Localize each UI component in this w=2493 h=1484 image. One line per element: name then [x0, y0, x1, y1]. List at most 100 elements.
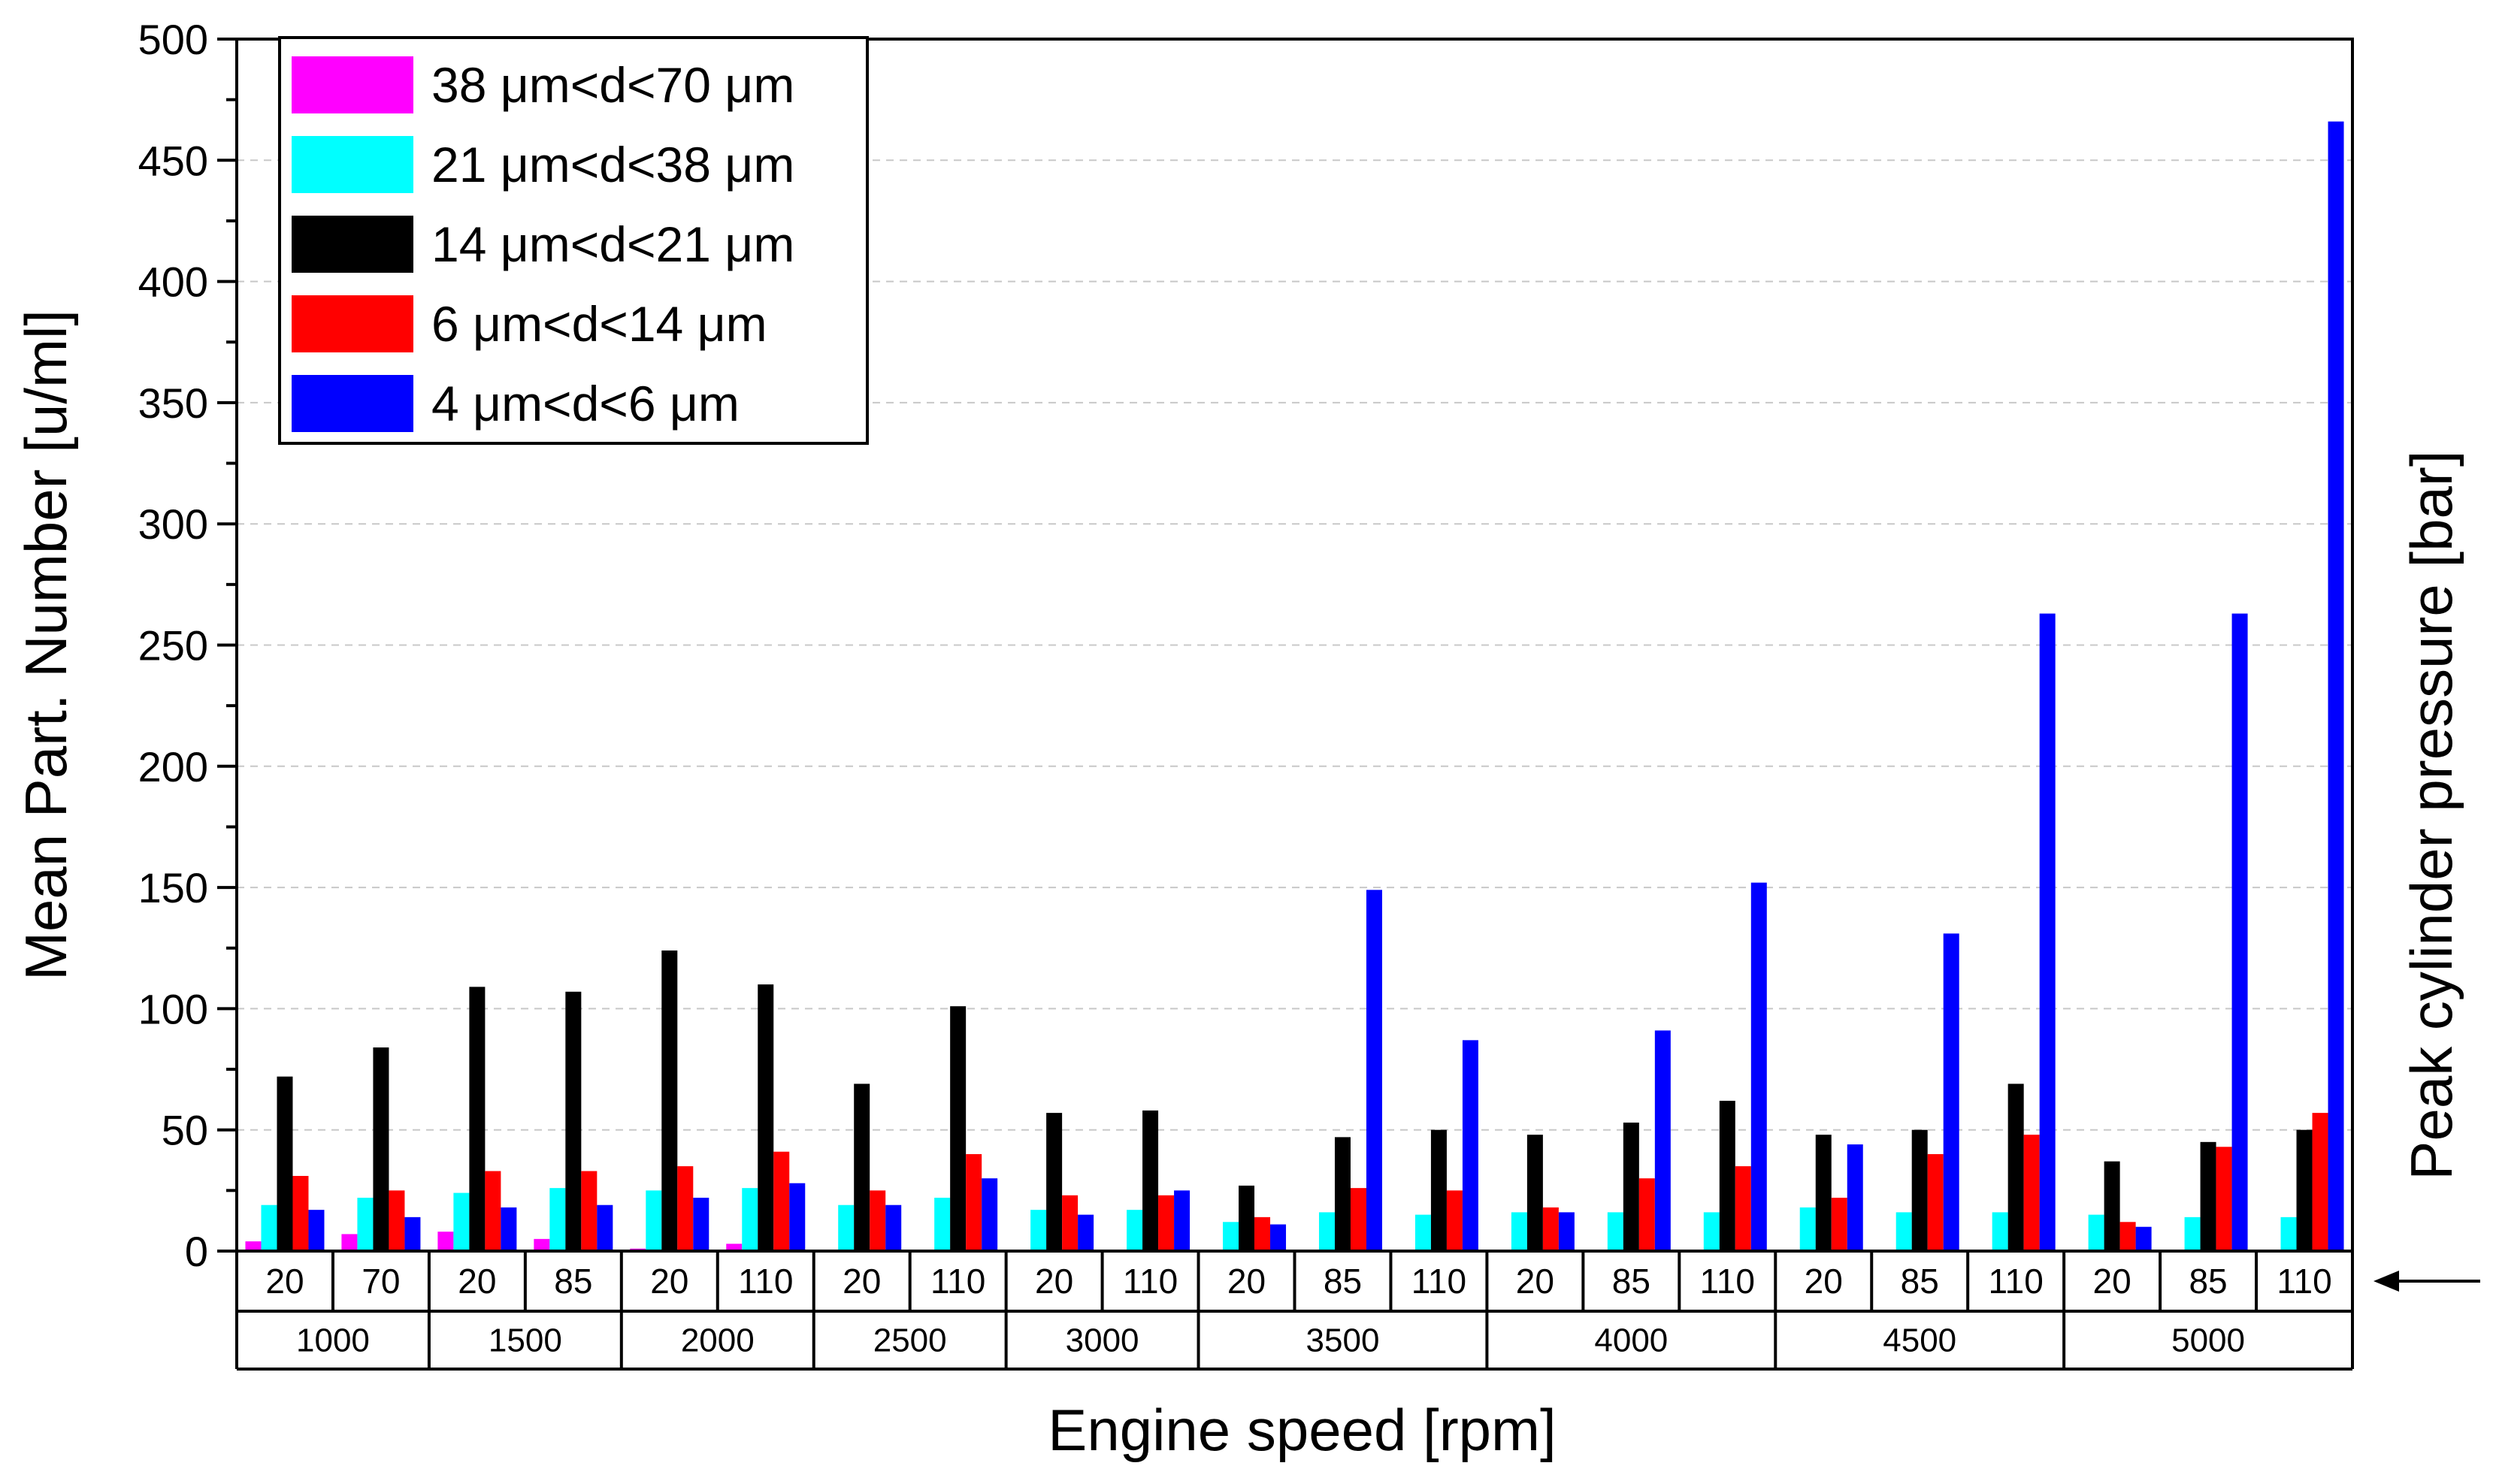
x-tick-label: 20 — [1035, 1262, 1073, 1301]
bar — [2007, 1084, 2024, 1251]
legend-label: 6 μm<d<14 μm — [431, 296, 767, 352]
bar — [1334, 1137, 1351, 1251]
bar — [1046, 1113, 1063, 1251]
x-category-table: 20 70 20 85 20 110 20 110 20 110 20 85 110 20 85 110 20 8… — [235, 1251, 2354, 1371]
y-tick-label: 500 — [138, 16, 208, 63]
bar — [838, 1204, 855, 1251]
legend-label: 14 μm<d<21 μm — [431, 216, 794, 272]
bar — [2039, 613, 2056, 1251]
y-tick-label: 100 — [138, 985, 208, 1032]
x-tick-label: 110 — [1411, 1262, 1466, 1301]
bar — [1158, 1195, 1175, 1251]
bar — [437, 1232, 454, 1251]
bar — [1142, 1110, 1159, 1251]
bar — [1911, 1129, 1928, 1251]
bar — [292, 1175, 309, 1251]
bar — [2280, 1217, 2297, 1251]
x-group-label: 4000 — [1594, 1322, 1668, 1359]
bar — [1750, 882, 1767, 1251]
x-tick-label: 110 — [930, 1262, 985, 1301]
x-group-label: 4500 — [1883, 1322, 1956, 1359]
x-group-label: 3000 — [1066, 1322, 1139, 1359]
legend-label: 38 μm<d<70 μm — [431, 57, 794, 113]
x-tick-label: 85 — [2189, 1262, 2227, 1301]
bar — [966, 1153, 982, 1251]
x-tick-label: 20 — [1227, 1262, 1266, 1301]
y-tick-label: 50 — [162, 1107, 208, 1154]
bar — [1638, 1178, 1655, 1251]
x-tick-label: 20 — [458, 1262, 496, 1301]
bar — [1526, 1135, 1543, 1251]
x-group-label: 5000 — [2171, 1322, 2245, 1359]
x-tick-label: 110 — [738, 1262, 793, 1301]
x-tick-label: 85 — [1612, 1262, 1650, 1301]
y-tick-label: 200 — [138, 743, 208, 790]
bar — [870, 1190, 886, 1251]
bar — [1558, 1212, 1575, 1251]
bar — [726, 1244, 743, 1251]
x-axis-title: Engine speed [rpm] — [1048, 1397, 1556, 1463]
legend-swatch — [292, 216, 413, 273]
bar — [646, 1190, 662, 1251]
bar — [1078, 1214, 1094, 1251]
x-tick-label: 110 — [1123, 1262, 1178, 1301]
bar — [341, 1234, 358, 1251]
bar — [485, 1171, 501, 1251]
legend-label: 4 μm<d<6 μm — [431, 376, 740, 431]
arrow-head — [2373, 1271, 2399, 1292]
bar — [1430, 1129, 1447, 1251]
x-tick-label: 20 — [1516, 1262, 1554, 1301]
bar — [534, 1238, 550, 1251]
bar — [1847, 1144, 1863, 1251]
bar — [597, 1204, 613, 1251]
y-tick-label: 400 — [138, 258, 208, 306]
bar — [1815, 1135, 1832, 1251]
x-tick-label: 110 — [2277, 1262, 2331, 1301]
bar — [1992, 1212, 2008, 1251]
bar — [2104, 1161, 2120, 1251]
bar — [565, 991, 582, 1251]
right-axis-title: Peak cylinder pressure [bar] — [2398, 450, 2464, 1180]
x-group-label: 1000 — [296, 1322, 370, 1359]
x-group-label: 2000 — [681, 1322, 755, 1359]
bar — [581, 1171, 598, 1251]
bar — [1270, 1224, 1287, 1251]
bar — [1654, 1030, 1671, 1251]
y-tick-label: 0 — [185, 1228, 208, 1275]
legend-swatch — [292, 295, 413, 352]
bar — [404, 1217, 421, 1251]
bar — [885, 1204, 902, 1251]
bar — [773, 1151, 790, 1251]
bar — [1030, 1210, 1047, 1251]
x-tick-label: 85 — [554, 1262, 592, 1301]
bar — [2023, 1135, 2040, 1251]
x-group-label: 1500 — [489, 1322, 562, 1359]
bar — [789, 1183, 806, 1251]
legend-swatch — [292, 56, 413, 113]
x-tick-label: 85 — [1324, 1262, 1362, 1301]
legend-swatch — [292, 375, 413, 432]
bar — [742, 1188, 758, 1251]
bar — [1735, 1166, 1751, 1251]
bar — [245, 1241, 262, 1251]
bar — [453, 1192, 470, 1251]
bar — [2200, 1141, 2216, 1251]
bar — [1943, 933, 1959, 1251]
y-tick-label: 300 — [138, 500, 208, 548]
pressure-arrow-icon — [2373, 1271, 2480, 1292]
bar — [1174, 1190, 1191, 1251]
bar — [854, 1084, 870, 1251]
bar — [1799, 1207, 1816, 1251]
bar — [2312, 1113, 2328, 1251]
bar — [308, 1210, 325, 1251]
x-tick-label: 20 — [265, 1262, 304, 1301]
bar — [501, 1207, 517, 1251]
bar — [1542, 1207, 1559, 1251]
bar — [2119, 1222, 2136, 1251]
legend-label: 21 μm<d<38 μm — [431, 137, 794, 192]
x-tick-label: 20 — [2093, 1262, 2131, 1301]
bar — [469, 987, 486, 1251]
bar — [1062, 1195, 1079, 1251]
bar — [1318, 1212, 1335, 1251]
bar — [2216, 1147, 2232, 1251]
